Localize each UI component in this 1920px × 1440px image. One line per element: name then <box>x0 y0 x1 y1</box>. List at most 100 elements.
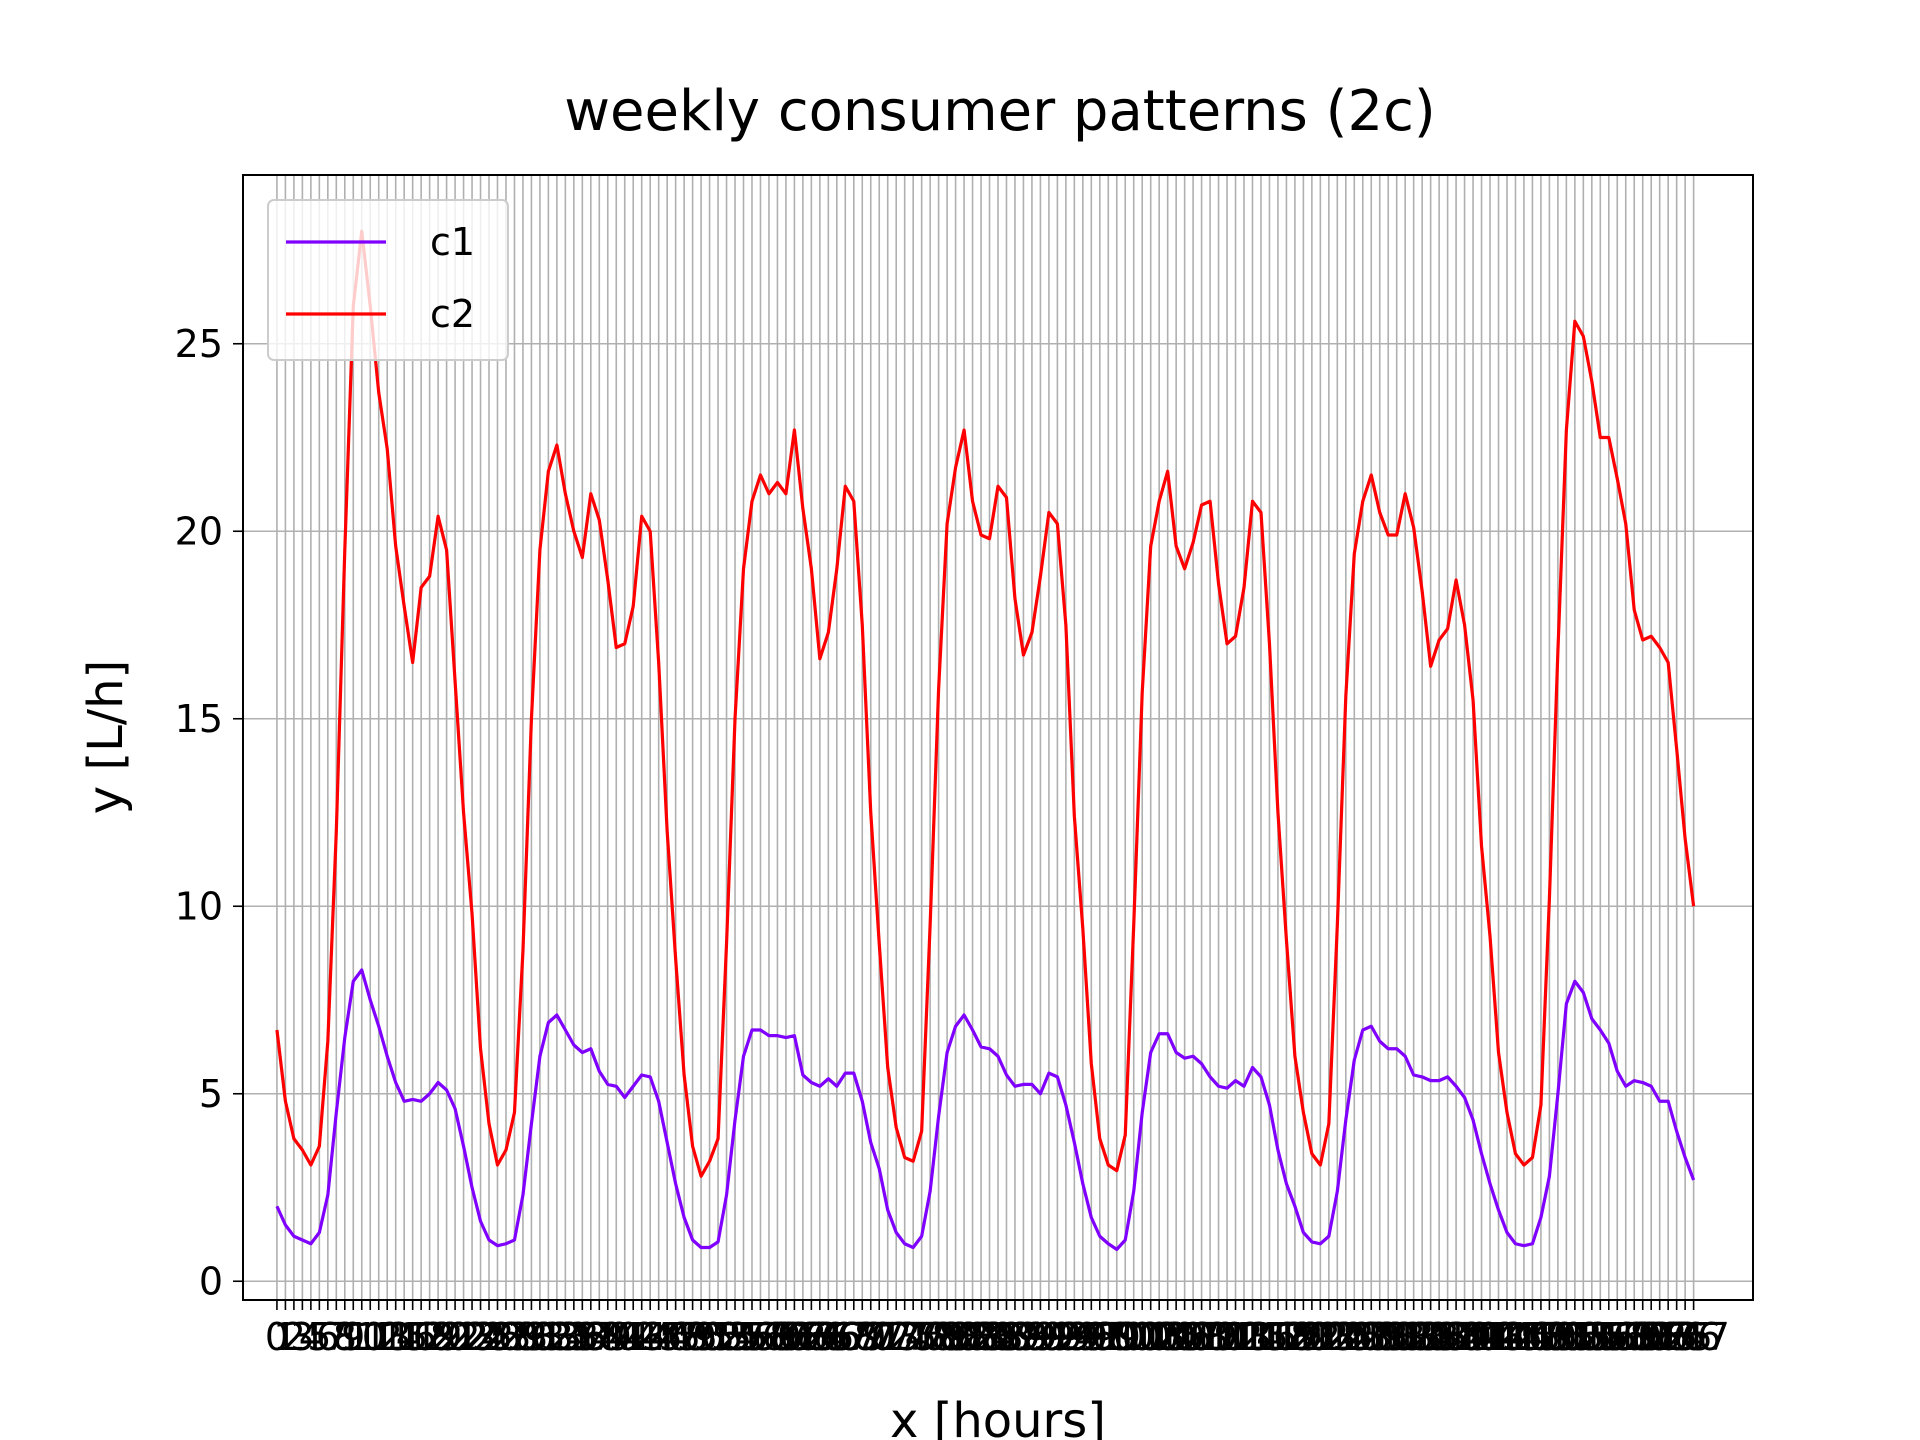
x-tick-label: 119 <box>1250 1315 1323 1359</box>
x-tick-label: 102 <box>1106 1315 1179 1359</box>
y-tick-label: 15 <box>175 697 223 741</box>
x-tick-label: 141 <box>1437 1315 1510 1359</box>
x-axis-label: x [hours] <box>890 1393 1106 1440</box>
x-tick-label: 97 <box>1076 1315 1124 1359</box>
x-tick-label: 40 <box>592 1315 640 1359</box>
y-tick-label: 10 <box>175 884 223 928</box>
x-tick-label: 7 <box>324 1315 348 1359</box>
legend-label-c1: c1 <box>430 220 475 264</box>
x-tick-label: 32 <box>524 1315 572 1359</box>
x-tick-label: 113 <box>1199 1315 1272 1359</box>
x-tick-label: 21 <box>431 1315 479 1359</box>
x-tick-label: 101 <box>1097 1315 1170 1359</box>
x-gridlines <box>276 175 1695 1300</box>
x-tick-label: 27 <box>482 1315 530 1359</box>
x-tick-label: 128 <box>1327 1315 1400 1359</box>
x-tick-label: 66 <box>813 1315 861 1359</box>
x-tick-label: 46 <box>643 1315 691 1359</box>
x-tick-label: 4 <box>299 1315 323 1359</box>
x-tick-label: 62 <box>779 1315 827 1359</box>
x-tick-label: 93 <box>1042 1315 1090 1359</box>
x-tick-label: 19 <box>414 1315 462 1359</box>
x-tick-label: 107 <box>1148 1315 1221 1359</box>
x-tick-label: 71 <box>855 1315 903 1359</box>
x-tick-label: 112 <box>1191 1315 1264 1359</box>
plot-area <box>242 174 1754 1301</box>
x-tick-label: 47 <box>651 1315 699 1359</box>
x-tick-label: 11 <box>346 1315 394 1359</box>
x-tick-label: 75 <box>889 1315 937 1359</box>
x-tick-label: 25 <box>465 1315 513 1359</box>
x-tick-label: 116 <box>1225 1315 1298 1359</box>
x-tick-label: 100 <box>1089 1315 1162 1359</box>
x-tick-label: 139 <box>1420 1315 1493 1359</box>
x-tick-label: 153 <box>1539 1315 1612 1359</box>
x-tick-label: 158 <box>1581 1315 1654 1359</box>
x-tick-label: 57 <box>736 1315 784 1359</box>
x-tick-label: 146 <box>1479 1315 1552 1359</box>
x-tick-label: 13 <box>363 1315 411 1359</box>
x-tick-label: 132 <box>1360 1315 1433 1359</box>
series-layer <box>275 229 1696 1251</box>
x-tick-label: 106 <box>1140 1315 1213 1359</box>
x-tick-label: 123 <box>1284 1315 1357 1359</box>
x-tick-label: 156 <box>1564 1315 1637 1359</box>
x-tick-label: 160 <box>1598 1315 1671 1359</box>
x-tick-label: 26 <box>473 1315 521 1359</box>
x-tick-label: 161 <box>1606 1315 1679 1359</box>
x-tick-label: 31 <box>516 1315 564 1359</box>
x-tick-label: 120 <box>1259 1315 1332 1359</box>
x-tick-label: 134 <box>1377 1315 1450 1359</box>
x-tick-label: 8 <box>333 1315 357 1359</box>
x-tick-label: 152 <box>1530 1315 1603 1359</box>
x-tick-label: 131 <box>1352 1315 1425 1359</box>
x-tick-label: 64 <box>796 1315 844 1359</box>
x-tick-label: 127 <box>1318 1315 1391 1359</box>
x-tick-label: 87 <box>991 1315 1039 1359</box>
x-tick-label: 16 <box>388 1315 436 1359</box>
x-tick-label: 167 <box>1657 1315 1730 1359</box>
x-tick-label: 148 <box>1496 1315 1569 1359</box>
x-tick-label: 159 <box>1589 1315 1662 1359</box>
x-tick-label: 99 <box>1093 1315 1141 1359</box>
x-tick-label: 3 <box>290 1315 314 1359</box>
x-tick-label: 45 <box>634 1315 682 1359</box>
x-tick-label: 12 <box>355 1315 403 1359</box>
x-tick-label: 114 <box>1208 1315 1281 1359</box>
x-tick-label: 72 <box>864 1315 912 1359</box>
x-tick-label: 118 <box>1242 1315 1315 1359</box>
x-tick-label: 35 <box>550 1315 598 1359</box>
x-tick-label: 86 <box>982 1315 1030 1359</box>
x-tick-label: 54 <box>711 1315 759 1359</box>
x-tick-label: 23 <box>448 1315 496 1359</box>
x-tick-label: 84 <box>965 1315 1013 1359</box>
x-tick-label: 24 <box>456 1315 504 1359</box>
x-tick-label: 98 <box>1084 1315 1132 1359</box>
x-tick-label: 140 <box>1428 1315 1501 1359</box>
y-tick-label: 5 <box>199 1072 223 1116</box>
x-tick-label: 50 <box>677 1315 725 1359</box>
x-tick-label: 162 <box>1615 1315 1688 1359</box>
x-tick-label: 15 <box>380 1315 428 1359</box>
legend: c1 c2 <box>267 199 509 361</box>
x-tick-label: 92 <box>1033 1315 1081 1359</box>
series-line-c2 <box>275 229 1696 1178</box>
x-tick-label: 136 <box>1394 1315 1467 1359</box>
x-tick-label: 68 <box>830 1315 878 1359</box>
x-tick-label: 129 <box>1335 1315 1408 1359</box>
x-tick-label: 51 <box>685 1315 733 1359</box>
x-tick-label: 83 <box>957 1315 1005 1359</box>
x-tick-label: 28 <box>490 1315 538 1359</box>
x-tick-label: 61 <box>770 1315 818 1359</box>
x-tick-label: 10 <box>338 1315 386 1359</box>
x-tick-label: 133 <box>1369 1315 1442 1359</box>
x-tick-label: 30 <box>507 1315 555 1359</box>
x-tick-label: 80 <box>931 1315 979 1359</box>
x-tick-label: 122 <box>1276 1315 1349 1359</box>
x-tick-label: 108 <box>1157 1315 1230 1359</box>
series-line-c1 <box>275 968 1696 1251</box>
x-tick-label: 147 <box>1488 1315 1561 1359</box>
x-tick-label: 143 <box>1454 1315 1527 1359</box>
chart-title: weekly consumer patterns (2c) <box>564 79 1436 144</box>
